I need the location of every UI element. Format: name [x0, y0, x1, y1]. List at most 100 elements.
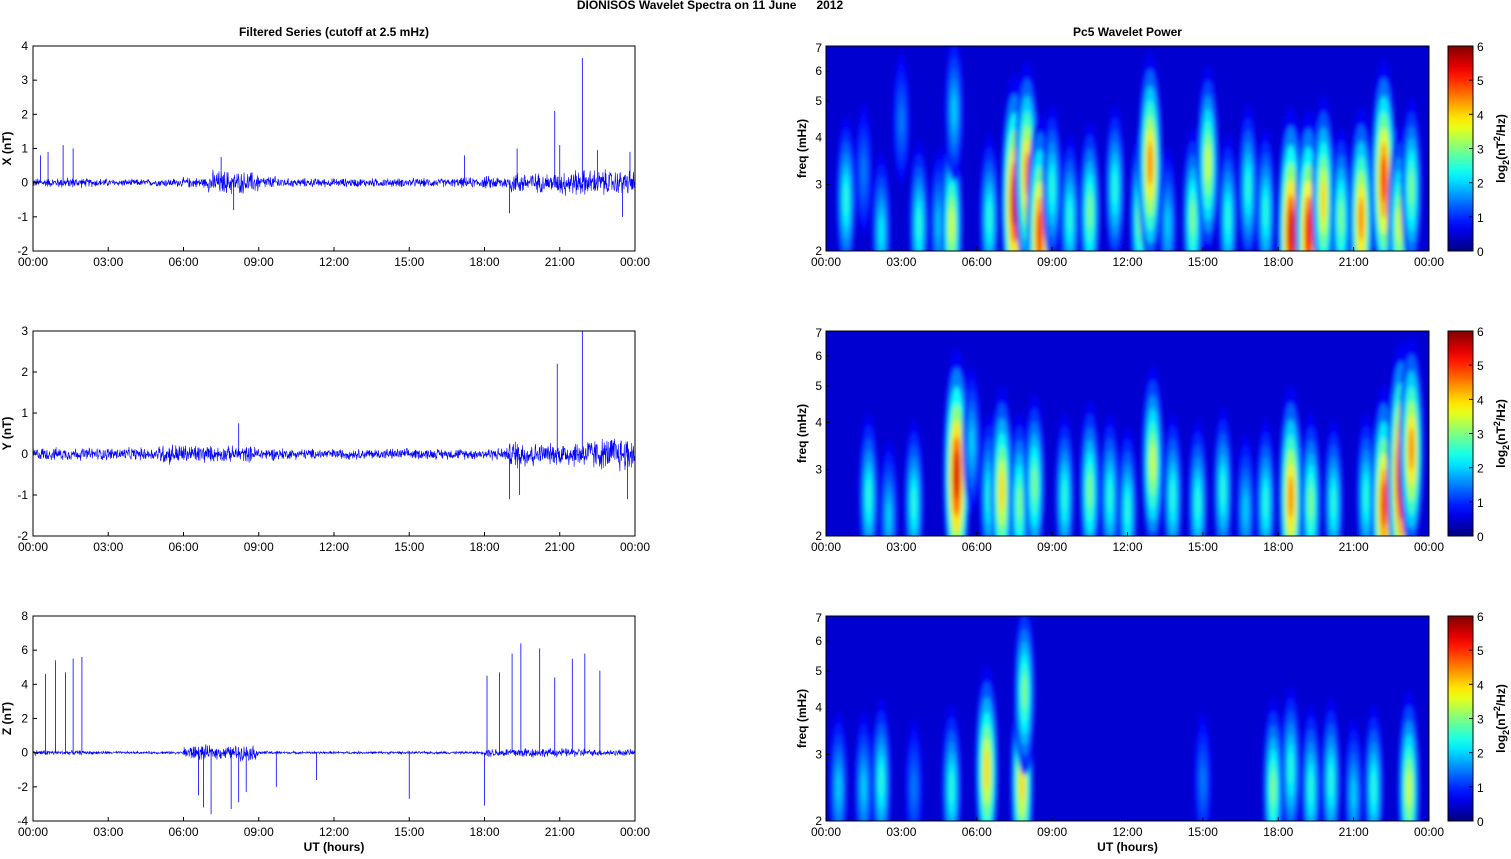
y-axis-label: freq (mHz): [795, 119, 809, 178]
x-tick-label: 12:00: [1112, 255, 1142, 269]
wavelet-power-peak: [858, 413, 879, 536]
axes-title: Pc5 Wavelet Power: [1073, 25, 1182, 39]
wavelet-panel-x: 2 3 4 5 6 7 freq (mHz): [795, 41, 1430, 258]
y-tick-label: -2: [17, 780, 28, 794]
x-tick-label: 15:00: [1188, 825, 1218, 839]
wavelet-power-peak: [871, 698, 892, 821]
wavelet-power-peak: [1323, 419, 1344, 536]
colorbar-tick-label: 4: [1477, 393, 1484, 407]
x-tick-label: 00:00: [1414, 255, 1444, 269]
colorbar-tick-label: 2: [1477, 177, 1484, 191]
wavelet-power-peak: [1013, 616, 1036, 776]
wavelet-power-peak: [1104, 104, 1125, 251]
wavelet-power-peak: [1400, 97, 1423, 251]
wavelet-power-peak: [1399, 336, 1424, 536]
y-tick-label: 3: [815, 178, 822, 192]
wavelet-power-peak: [871, 152, 891, 251]
time-series-panel-z: -4 -2 0 2 4 6 8 Z (nT): [0, 609, 636, 828]
colorbar-tick-label: 4: [1477, 108, 1484, 122]
y-tick-label: -1: [17, 488, 28, 502]
y-tick-label: 1: [21, 142, 28, 156]
x-tick-label: 18:00: [469, 255, 499, 269]
wavelet-power-peak: [1194, 712, 1212, 821]
x-tick-label: 21:00: [545, 255, 575, 269]
y-tick-label: 7: [815, 41, 822, 55]
wavelet-power-peak: [1054, 413, 1075, 536]
x-tick-label: 06:00: [168, 255, 198, 269]
colorbar: 0 1 2 3 4 5 6 log2(nT2/Hz): [1447, 325, 1511, 544]
x-tick-label: 03:00: [93, 540, 123, 554]
colorbar-label: log2(nT2/Hz): [1492, 684, 1511, 753]
y-tick-label: 5: [815, 94, 822, 108]
wavelet-power-peak: [990, 385, 1014, 536]
x-tick-label: 21:00: [545, 540, 575, 554]
y-axis-label: X (nT): [0, 132, 14, 166]
y-tick-label: 2: [815, 244, 822, 258]
wavelet-power-peak: [854, 711, 874, 821]
series-line: [32, 169, 636, 196]
x-tick-label: 21:00: [1339, 540, 1369, 554]
colorbar-gradient: [1447, 330, 1474, 537]
wavelet-power-peak: [943, 347, 971, 536]
x-tick-label: 03:00: [93, 255, 123, 269]
wavelet-power-peak: [1187, 419, 1208, 536]
x-tick-label: 09:00: [244, 540, 274, 554]
wavelet-power-peak: [1196, 65, 1220, 251]
wavelet-power-peak: [829, 711, 848, 821]
wavelet-power-peak: [1162, 413, 1183, 536]
x-tick-label: 06:00: [168, 825, 198, 839]
figure-title: DIONISOS Wavelet Spectra on 11 June 2012: [577, 0, 844, 12]
colorbar-tick-label: 6: [1477, 610, 1484, 624]
x-tick-label: 12:00: [319, 540, 349, 554]
x-tick-label: 00:00: [811, 255, 841, 269]
wavelet-power-peak: [1255, 128, 1276, 251]
colorbar-tick-label: 3: [1477, 428, 1484, 442]
y-tick-label: 5: [815, 379, 822, 393]
wavelet-power-peak: [908, 141, 929, 251]
wavelet-power-peak: [962, 366, 982, 513]
wavelet-power-peak: [1363, 704, 1384, 821]
colorbar-label: log2(nT2/Hz): [1492, 114, 1511, 183]
x-tick-label: 00:00: [811, 540, 841, 554]
colorbar-tick-label: 2: [1477, 462, 1484, 476]
wavelet-power-peak: [1059, 134, 1080, 251]
x-tick-label: 21:00: [1339, 255, 1369, 269]
wavelet-power-peak: [979, 134, 1000, 251]
x-tick-label: 18:00: [1263, 255, 1293, 269]
y-tick-label: -2: [17, 529, 28, 543]
y-tick-label: 3: [815, 748, 822, 762]
y-tick-label: 2: [815, 814, 822, 828]
wavelet-power-peak: [1300, 704, 1321, 821]
y-axis-label: Z (nT): [0, 702, 14, 735]
y-tick-label: 4: [21, 39, 28, 53]
x-tick-label: 09:00: [244, 825, 274, 839]
x-tick-label: 09:00: [1037, 825, 1067, 839]
axes-title: Filtered Series (cutoff at 2.5 mHz): [239, 25, 429, 39]
wavelet-power-peak: [1099, 413, 1120, 536]
y-tick-label: 5: [815, 664, 822, 678]
wavelet-panel-z: 2 3 4 5 6 7 freq (mHz): [795, 611, 1430, 828]
y-tick-label: 6: [815, 634, 822, 648]
wavelet-power-peak: [944, 46, 964, 181]
wavelet-power-peak: [1238, 104, 1259, 251]
x-tick-label: 12:00: [319, 255, 349, 269]
wavelet-power-peak: [1137, 51, 1163, 251]
x-tick-label: 12:00: [319, 825, 349, 839]
y-tick-label: 0: [21, 176, 28, 190]
y-tick-label: 6: [21, 643, 28, 657]
y-tick-label: 0: [21, 746, 28, 760]
x-tick-label: 06:00: [168, 540, 198, 554]
wavelet-power-peak: [1218, 134, 1238, 251]
wavelet-power-peak: [1397, 690, 1421, 821]
x-tick-label: 15:00: [394, 825, 424, 839]
wavelet-power-peak: [1008, 412, 1031, 536]
wavelet-power-peak: [1141, 365, 1164, 536]
wavelet-power-peak: [1158, 148, 1178, 251]
y-tick-label: 2: [815, 529, 822, 543]
x-tick-label: 15:00: [1188, 255, 1218, 269]
y-tick-label: 3: [815, 463, 822, 477]
wavelet-panel-y: 2 3 4 5 6 7 freq (mHz): [795, 326, 1430, 543]
colorbar-gradient: [1447, 45, 1474, 252]
colorbar: 0 1 2 3 4 5 6 log2(nT2/Hz): [1447, 40, 1511, 259]
y-tick-label: 3: [21, 324, 28, 338]
